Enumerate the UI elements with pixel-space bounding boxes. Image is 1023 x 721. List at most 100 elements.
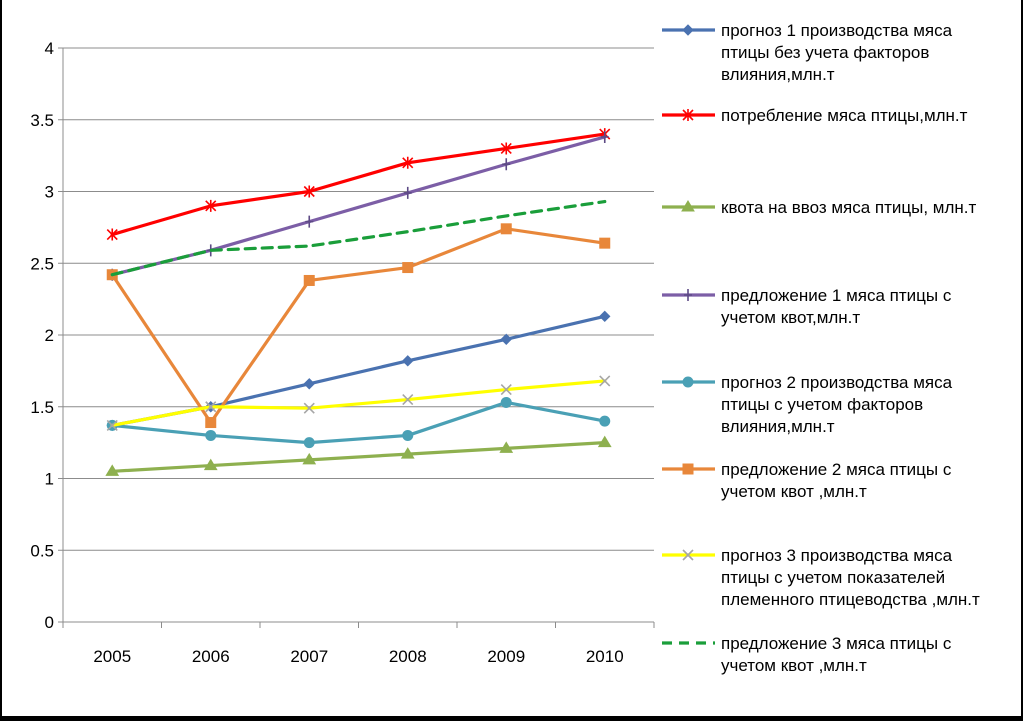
data-point-marker [303, 274, 315, 286]
legend-entry: предложение 2 мяса птицы с учетом квот ,м… [662, 460, 952, 501]
data-point-marker [205, 417, 217, 429]
legend-label: прогноз 2 производства мяса [721, 373, 953, 392]
data-point-marker [500, 223, 512, 235]
y-tick-label: 0.5 [30, 541, 54, 560]
data-point-marker [403, 186, 412, 199]
data-point-marker [684, 289, 692, 301]
data-point-marker [400, 447, 415, 459]
data-point-marker [303, 437, 315, 449]
data-point-marker [500, 383, 512, 396]
legend-label: предложение 2 мяса птицы с [721, 460, 952, 479]
data-point-marker [402, 355, 414, 367]
legend-label: птицы без учета факторов [721, 43, 929, 62]
y-tick-label: 2.5 [30, 254, 54, 273]
y-tick-label: 3 [45, 183, 54, 202]
y-tick-label: 0 [45, 613, 54, 632]
data-point-marker [499, 441, 514, 453]
legend-entry: квота на ввоз мяса птицы, млн.т [662, 198, 977, 217]
data-point-marker [205, 401, 217, 413]
y-tick-label: 1 [45, 470, 54, 489]
data-point-marker [303, 185, 315, 198]
data-point-marker [599, 415, 611, 427]
data-point-marker [402, 156, 414, 169]
y-tick-label: 2 [45, 326, 54, 345]
legend-entry: потребление мяса птицы,млн.т [662, 106, 968, 125]
data-point-marker [600, 130, 609, 143]
x-tick-label: 2009 [487, 647, 525, 666]
x-tick-label: 2005 [93, 647, 131, 666]
series-line [110, 135, 607, 277]
legend-label: предложение 3 мяса птицы с [721, 634, 952, 653]
data-point-marker [305, 215, 314, 228]
data-point-marker [682, 376, 694, 388]
series-line [110, 400, 607, 445]
data-point-marker [500, 142, 512, 155]
data-point-marker [203, 458, 218, 471]
series-6 [106, 223, 611, 429]
x-tick-label: 2006 [192, 647, 230, 666]
legend-label: учетом квот,млн.т [721, 308, 860, 327]
legend-entry: предложение 3 мяса птицы с учетом квот ,м… [662, 634, 952, 675]
data-point-marker [599, 310, 611, 323]
series-2 [106, 128, 611, 241]
legend-label: квота на ввоз мяса птицы, млн.т [721, 198, 977, 217]
legend-entry: прогноз 2 производства мяса птицы с учето… [662, 373, 953, 436]
legend-label: влияния,млн.т [721, 65, 835, 84]
legend-entry: прогноз 3 производства мяса птицы с учето… [662, 546, 980, 609]
series-line [110, 227, 607, 425]
x-tick-labels: 2005 2006 2007 2008 2009 2010 [93, 647, 623, 666]
data-point-marker [106, 419, 118, 431]
series-group [105, 128, 612, 476]
data-point-marker [303, 402, 315, 414]
legend-label: влияния,млн.т [721, 417, 835, 436]
series-line [110, 379, 607, 428]
data-point-marker [500, 333, 512, 346]
data-point-marker [105, 464, 120, 476]
data-point-marker [597, 435, 612, 448]
axes [58, 47, 655, 628]
data-point-marker [402, 262, 414, 274]
legend-label: учетом квот ,млн.т [721, 656, 867, 675]
x-tick-label: 2007 [290, 647, 328, 666]
data-point-marker [302, 452, 317, 465]
data-point-marker [500, 396, 512, 408]
data-point-marker [599, 237, 611, 249]
x-tick-label: 2008 [389, 647, 427, 666]
y-tick-label: 3.5 [30, 111, 54, 130]
legend-entry: прогноз 1 производства мяса птицы без уче… [662, 21, 953, 84]
data-point-marker [205, 199, 217, 212]
y-tick-labels: 0 0.5 1 1.5 2 2.5 3 3.5 4 [30, 39, 54, 632]
y-tick-label: 1.5 [30, 398, 54, 417]
y-tick-label: 4 [45, 39, 54, 58]
legend-label: прогноз 3 производства мяса [721, 546, 953, 565]
data-point-marker [682, 549, 694, 561]
gridlines [63, 47, 654, 551]
data-point-marker [402, 429, 414, 441]
legend-entry: предложение 1 мяса птицы с учетом квот,мл… [662, 286, 952, 327]
series-line [110, 132, 607, 237]
legend-label: прогноз 1 производства мяса [721, 21, 953, 40]
data-point-marker [402, 394, 414, 406]
data-point-marker [599, 375, 611, 387]
x-tick-label: 2010 [586, 647, 624, 666]
series-7 [106, 375, 611, 431]
legend-label: птицы с учетом факторов [721, 395, 923, 414]
data-point-marker [682, 463, 694, 475]
legend-label: потребление мяса птицы,млн.т [721, 106, 968, 125]
legend-label: птицы с учетом показателей [721, 568, 945, 587]
legend-label: учетом квот ,млн.т [721, 482, 867, 501]
legend-label: племенного птицеводства ,млн.т [721, 590, 980, 609]
series-line [110, 314, 607, 428]
legend: прогноз 1 производства мяса птицы без уче… [662, 21, 980, 675]
data-point-marker [502, 158, 511, 171]
legend-label: предложение 1 мяса птицы с [721, 286, 952, 305]
data-point-marker [681, 200, 695, 212]
data-point-marker [682, 109, 694, 121]
series-8 [110, 199, 607, 277]
series-line [110, 199, 607, 277]
data-point-marker [106, 228, 118, 241]
data-point-marker [205, 429, 217, 441]
